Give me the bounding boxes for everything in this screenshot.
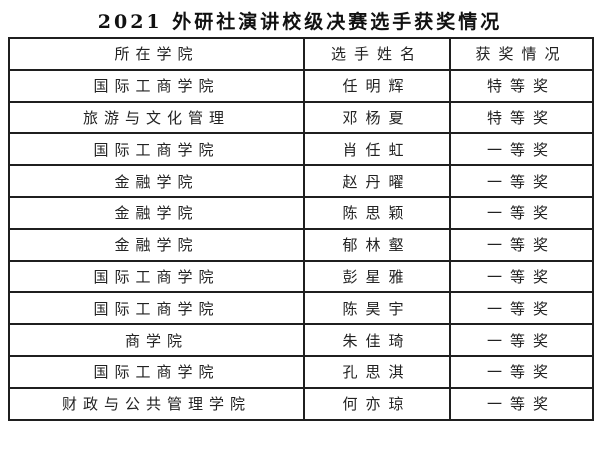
table-row: 国际工商学院 彭星雅 一等奖 (8, 259, 594, 294)
table-row: 国际工商学院 孔思淇 一等奖 (8, 354, 594, 389)
award-cell: 一等奖 (449, 227, 594, 262)
award-cell: 一等奖 (449, 323, 594, 357)
award-cell: 一等奖 (449, 354, 594, 389)
column-header-award: 获奖情况 (449, 37, 594, 71)
name-cell: 任明辉 (303, 68, 451, 103)
college-cell: 商学院 (8, 323, 305, 357)
college-cell: 金融学院 (8, 195, 305, 230)
name-cell: 何亦琼 (303, 386, 451, 421)
column-header-name: 选手姓名 (303, 37, 451, 71)
award-cell: 一等奖 (449, 386, 594, 421)
award-cell: 特等奖 (449, 100, 594, 135)
table-row: 国际工商学院 陈昊宇 一等奖 (8, 291, 594, 326)
name-cell: 彭星雅 (303, 259, 451, 294)
college-cell: 国际工商学院 (8, 68, 305, 103)
college-cell: 金融学院 (8, 164, 305, 198)
college-cell: 财政与公共管理学院 (8, 386, 305, 421)
award-cell: 一等奖 (449, 195, 594, 230)
award-cell: 一等奖 (449, 164, 594, 198)
table-row: 金融学院 陈思颖 一等奖 (8, 195, 594, 230)
college-cell: 国际工商学院 (8, 259, 305, 294)
college-cell: 国际工商学院 (8, 291, 305, 326)
header-row: 所在学院 选手姓名 获奖情况 (8, 37, 594, 71)
table-row: 国际工商学院 肖任虹 一等奖 (8, 132, 594, 167)
table-row: 金融学院 郁林壑 一等奖 (8, 227, 594, 262)
table-row: 旅游与文化管理 邓杨夏 特等奖 (8, 100, 594, 135)
college-cell: 旅游与文化管理 (8, 100, 305, 135)
name-cell: 邓杨夏 (303, 100, 451, 135)
award-cell: 一等奖 (449, 291, 594, 326)
table-row: 国际工商学院 任明辉 特等奖 (8, 68, 594, 103)
name-cell: 陈思颖 (303, 195, 451, 230)
page-title: 2021 外研社演讲校级决赛选手获奖情况 (97, 11, 503, 33)
name-cell: 肖任虹 (303, 132, 451, 167)
table-row: 金融学院 赵丹曜 一等奖 (8, 164, 594, 198)
name-cell: 孔思淇 (303, 354, 451, 389)
awards-table: 所在学院 选手姓名 获奖情况 国际工商学院 任明辉 特等奖 旅游与文化管理 邓杨… (8, 37, 594, 421)
name-cell: 朱佳琦 (303, 323, 451, 357)
college-cell: 国际工商学院 (8, 354, 305, 389)
college-cell: 国际工商学院 (8, 132, 305, 167)
award-cell: 特等奖 (449, 68, 594, 103)
award-cell: 一等奖 (449, 132, 594, 167)
college-cell: 金融学院 (8, 227, 305, 262)
name-cell: 陈昊宇 (303, 291, 451, 326)
name-cell: 赵丹曜 (303, 164, 451, 198)
table-row: 商学院 朱佳琦 一等奖 (8, 323, 594, 357)
column-header-college: 所在学院 (8, 37, 305, 71)
table-row: 财政与公共管理学院 何亦琼 一等奖 (8, 386, 594, 421)
award-cell: 一等奖 (449, 259, 594, 294)
name-cell: 郁林壑 (303, 227, 451, 262)
